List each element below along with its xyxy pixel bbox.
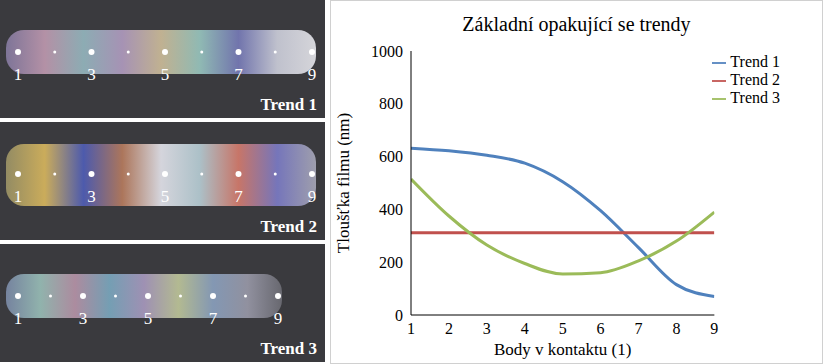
html-text:Trend 2: Trend 2	[730, 71, 780, 88]
svg-text:3: 3	[483, 320, 491, 337]
html-text:Trend 3: Trend 3	[730, 89, 780, 106]
svg-text:Trend 3: Trend 3	[260, 339, 317, 358]
svg-text:Trend 2: Trend 2	[260, 217, 317, 236]
svg-text:7: 7	[635, 320, 643, 337]
svg-text:5: 5	[144, 309, 153, 328]
svg-text:9: 9	[710, 320, 718, 337]
svg-text:Body v kontaktu (1): Body v kontaktu (1)	[494, 340, 631, 359]
svg-text:7: 7	[209, 309, 218, 328]
svg-text:9: 9	[308, 187, 317, 206]
svg-text:1: 1	[14, 309, 23, 328]
svg-text:800: 800	[379, 95, 403, 112]
svg-text:1: 1	[14, 187, 23, 206]
svg-text:4: 4	[521, 320, 529, 337]
html-text:Trend 1: Trend 1	[730, 53, 780, 70]
svg-text:1: 1	[14, 65, 23, 84]
svg-text:5: 5	[161, 187, 170, 206]
svg-text:6: 6	[597, 320, 605, 337]
svg-text:7: 7	[234, 65, 243, 84]
svg-text:400: 400	[379, 201, 403, 218]
svg-text:2: 2	[445, 320, 453, 337]
svg-text:9: 9	[274, 309, 283, 328]
svg-text:Tloušťka filmu (nm): Tloušťka filmu (nm)	[334, 113, 353, 253]
svg-text:1: 1	[407, 320, 415, 337]
svg-text:3: 3	[87, 65, 96, 84]
svg-text:200: 200	[379, 254, 403, 271]
html-text:Základní opakující se trendy: Základní opakující se trendy	[462, 13, 691, 35]
svg-text:9: 9	[308, 65, 317, 84]
svg-text:0: 0	[395, 307, 403, 324]
svg-text:8: 8	[672, 320, 680, 337]
svg-text:3: 3	[79, 309, 88, 328]
svg-text:3: 3	[87, 187, 96, 206]
svg-text:7: 7	[234, 187, 243, 206]
svg-text:600: 600	[379, 148, 403, 165]
svg-text:Trend 1: Trend 1	[260, 95, 317, 114]
svg-text:5: 5	[161, 65, 170, 84]
svg-text:1000: 1000	[371, 43, 403, 60]
svg-text:5: 5	[559, 320, 567, 337]
